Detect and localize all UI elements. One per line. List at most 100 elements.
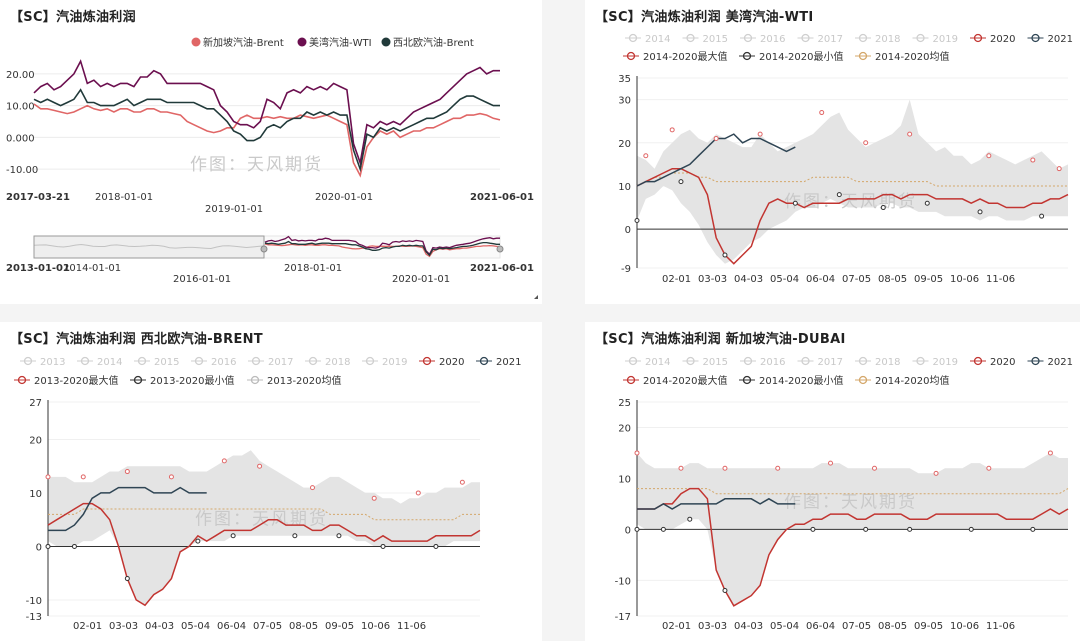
min-marker [433, 543, 439, 549]
x-tick-label: 04-03 [145, 621, 174, 632]
legend-label: 2017 [268, 357, 293, 368]
max-marker [257, 463, 263, 469]
x-tick-label: 02-01 [662, 274, 691, 285]
series-line-2020 [636, 167, 1069, 265]
y-tick-label: 10.00 [6, 102, 35, 113]
y-tick-label: -13 [26, 612, 42, 623]
chart-1[interactable]: 新加坡汽油-Brent 美湾汽油-WTI 西北欧汽油-Brent 20.00 10.00… [0, 0, 542, 304]
min-marker [634, 218, 640, 223]
x-tick-label: 09-05 [914, 621, 943, 632]
panel-2: 【SC】汽油炼油利润 美湾汽油-WTI 2014 2015 2016 2017 2018… [585, 0, 1080, 304]
chart-4[interactable]: 2014 2015 2016 2017 2018 2019 2020 2021 2014-202… [585, 322, 1080, 641]
slider-label: 2014-01-01 [63, 263, 121, 274]
min-marker [687, 516, 693, 522]
legend-label: 2016 [760, 34, 785, 45]
slider-label: 2013-01-01 [6, 263, 70, 274]
legend-label: 2019 [933, 357, 958, 368]
x-tick-label: 07-05 [842, 274, 871, 285]
slider-label: 2021-06-01 [470, 263, 534, 274]
max-marker [678, 465, 684, 471]
x-tick-label: 08-05 [878, 274, 907, 285]
x-tick-label: 09-05 [914, 274, 943, 285]
chart-3[interactable]: 2013 2014 2015 2016 2017 2018 2019 2020 2021 2013… [0, 322, 542, 641]
panel-4: 【SC】汽油炼油利润 新加坡汽油-DUBAI 2014 2015 2016 2017 2… [585, 322, 1080, 641]
min-marker [924, 200, 930, 206]
panel-2-title: 【SC】汽油炼油利润 美湾汽油-WTI [595, 10, 814, 25]
y-tick-label: -10 [26, 596, 42, 607]
legend-label-1: 美湾汽油-WTI [309, 36, 372, 49]
slider-window [33, 235, 265, 259]
x-tick-label: 08-05 [878, 621, 907, 632]
max-marker [643, 153, 649, 159]
max-marker [986, 153, 992, 159]
y-tick-label: 0 [625, 525, 631, 536]
legend-label: 2019 [933, 34, 958, 45]
x-tick-label: 03-03 [109, 621, 138, 632]
slider-label: 2018-01-01 [284, 263, 342, 274]
max-marker [986, 465, 992, 471]
x-tick-label: 2018-01-01 [95, 192, 153, 203]
legend-label: 2018 [875, 357, 900, 368]
y-tick-label: -10.00 [6, 165, 38, 176]
series-line-2021 [637, 497, 796, 510]
legend-label: 2021 [496, 357, 521, 368]
min-marker [292, 533, 298, 539]
min-marker [792, 200, 798, 206]
y-tick-label: 20 [29, 435, 42, 446]
y-tick-label: 0 [36, 542, 42, 553]
max-marker [1030, 157, 1036, 163]
max-marker [221, 458, 227, 464]
min-marker [810, 526, 816, 532]
series-line-avg [636, 172, 1068, 187]
legend-label: 2014-2020最大值 [643, 374, 728, 387]
y-tick-label: 35 [618, 74, 631, 85]
max-marker [459, 479, 465, 485]
legend-label: 2015 [703, 357, 728, 368]
series-line-avg [637, 488, 1069, 495]
y-tick-label: 20.00 [6, 70, 35, 81]
x-tick-label: 10-06 [361, 621, 390, 632]
max-marker [863, 140, 869, 146]
x-tick-label: 02-01 [662, 621, 691, 632]
legend-label: 2020 [439, 357, 464, 368]
legend-label: 2019 [382, 357, 407, 368]
max-marker [871, 465, 877, 471]
series-line-2020 [47, 502, 481, 607]
legend-label: 2018 [325, 357, 350, 368]
max-marker [634, 450, 640, 456]
series-line-0 [33, 103, 501, 178]
max-marker [415, 490, 421, 496]
min-marker [722, 588, 728, 594]
min-marker [678, 179, 684, 185]
y-tick-label: 25 [618, 398, 631, 409]
min-marker [124, 576, 130, 582]
x-tick-label: 05-04 [770, 621, 799, 632]
legend-label-2: 西北欧汽油-Brent [393, 36, 474, 49]
x-tick-label: 11-06 [397, 621, 426, 632]
max-marker [819, 110, 825, 116]
panel-4-title: 【SC】汽油炼油利润 新加坡汽油-DUBAI [595, 332, 846, 347]
legend-label: 2021 [1048, 34, 1073, 45]
legend-marker-1 [297, 37, 307, 47]
chart-2[interactable]: 2014 2015 2016 2017 2018 2019 2020 2021 2014-202… [585, 0, 1080, 304]
x-tick-label: 2017-03-21 [6, 192, 70, 203]
x-tick-label: 07-05 [253, 621, 282, 632]
y-tick-label: -9 [621, 264, 631, 275]
x-tick-label: 10-06 [950, 274, 979, 285]
x-tick-label: 06-04 [806, 621, 835, 632]
slider-handle [496, 245, 504, 253]
max-marker [907, 131, 913, 137]
min-marker [880, 205, 886, 211]
max-marker [1056, 166, 1062, 172]
min-marker [634, 526, 640, 532]
max-marker [80, 474, 86, 480]
slider-label: 2020-01-01 [392, 274, 450, 285]
slider-series-line-0 [264, 243, 501, 258]
x-tick-label: 03-03 [698, 274, 727, 285]
legend-label: 2017 [818, 357, 843, 368]
legend-marker-2 [381, 37, 391, 47]
max-marker [669, 127, 675, 133]
panel-1-title: 【SC】汽油炼油利润 [10, 10, 136, 25]
legend-label: 2015 [154, 357, 179, 368]
max-marker [124, 469, 130, 475]
